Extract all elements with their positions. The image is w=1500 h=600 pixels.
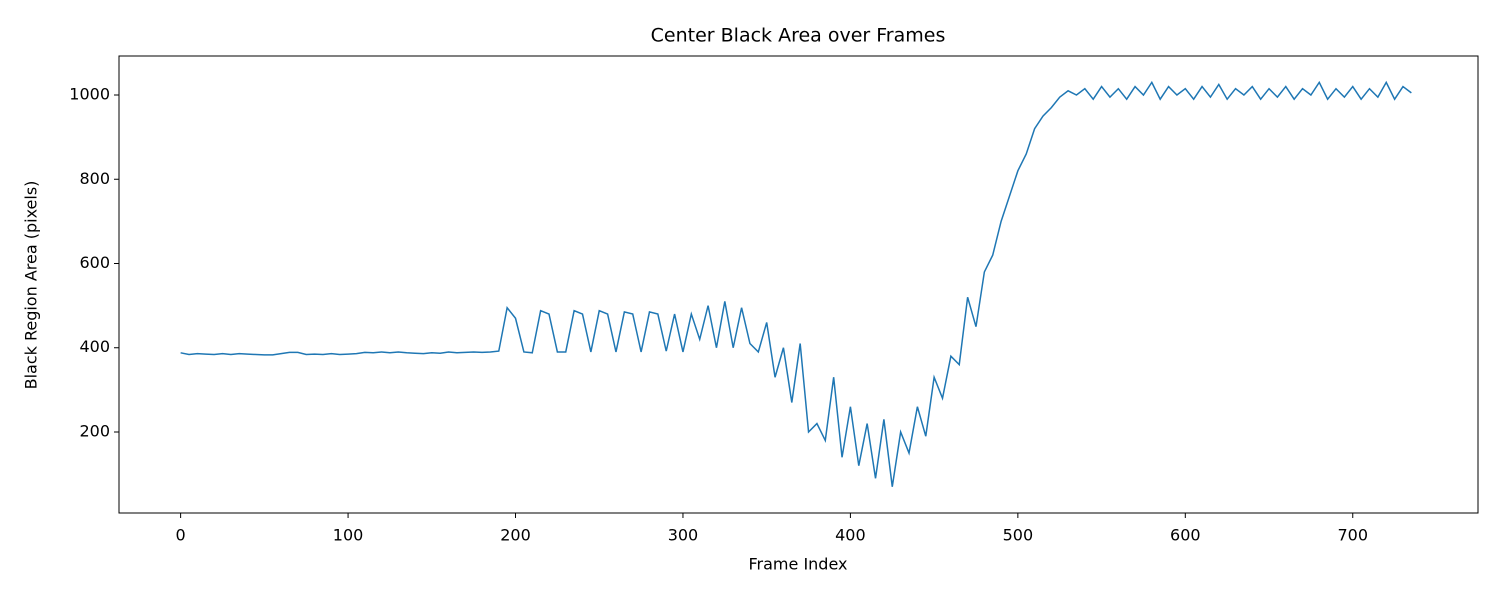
y-tick-label: 400 xyxy=(79,337,110,356)
y-tick-label: 800 xyxy=(79,169,110,188)
data-line xyxy=(180,80,1412,487)
x-tick-label: 0 xyxy=(176,526,186,545)
x-tick-label: 100 xyxy=(333,526,364,545)
x-tick-label: 700 xyxy=(1337,526,1368,545)
y-tick-label: 200 xyxy=(79,421,110,440)
chart-title: Center Black Area over Frames xyxy=(651,25,946,47)
x-tick-label: 200 xyxy=(500,526,531,545)
y-tick-label: 1000 xyxy=(69,85,110,104)
x-tick-label: 500 xyxy=(1003,526,1034,545)
x-tick-label: 400 xyxy=(835,526,866,545)
y-axis-label: Black Region Area (pixels) xyxy=(22,181,41,390)
x-tick-label: 600 xyxy=(1170,526,1201,545)
x-tick-label: 300 xyxy=(668,526,699,545)
y-tick-label: 600 xyxy=(79,253,110,272)
plot-frame xyxy=(118,55,1479,514)
x-axis-label: Frame Index xyxy=(749,555,848,574)
